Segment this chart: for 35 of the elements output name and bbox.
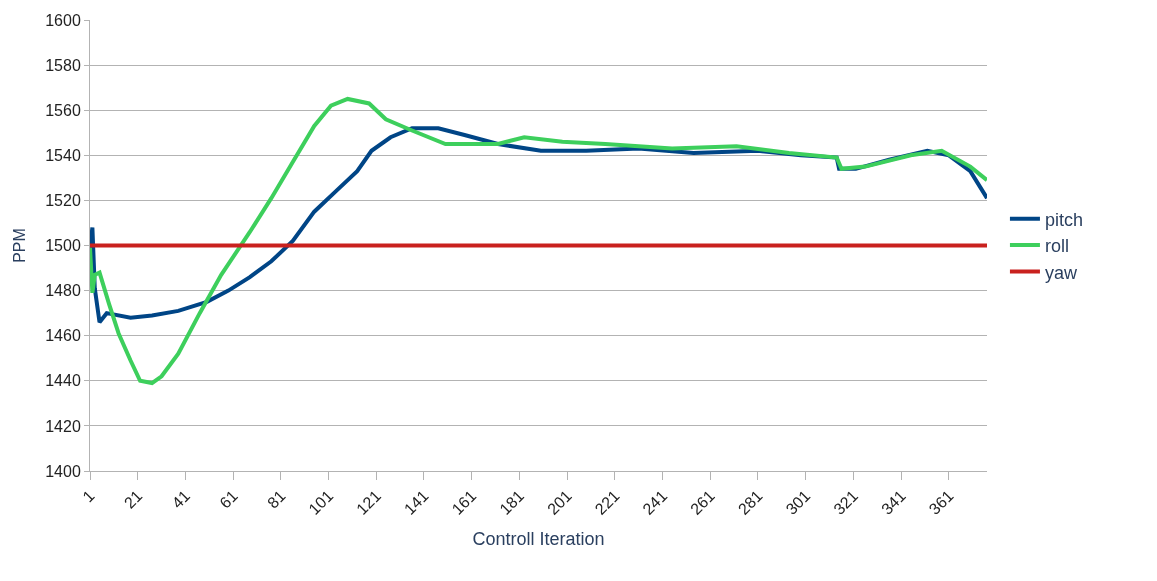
x-tick-label: 61: [216, 486, 241, 512]
x-tick-label: 361: [925, 486, 957, 518]
x-tick-label: 221: [591, 486, 623, 518]
y-tick-label: 1440: [45, 372, 81, 390]
y-tick-label: 1560: [45, 101, 81, 119]
y-tick-label: 1500: [45, 237, 81, 255]
x-tick-label: 121: [353, 486, 385, 518]
x-tick-label: 301: [782, 486, 814, 518]
x-tick-label: 1: [79, 486, 98, 506]
x-axis-title: Controll Iteration: [472, 528, 605, 549]
y-tick-label: 1460: [45, 327, 81, 345]
y-tick-label: 1480: [45, 282, 81, 300]
x-tick-label: 241: [639, 486, 671, 518]
x-tick-label: 201: [544, 486, 575, 518]
y-tick-label: 1540: [45, 146, 81, 164]
x-tick-label: 21: [120, 486, 146, 512]
x-tick-label: 41: [168, 486, 194, 512]
y-axis-title: PPM: [11, 228, 29, 263]
x-tick-label: 181: [496, 486, 528, 518]
x-tick-label: 281: [734, 486, 766, 518]
x-tick-label: 341: [878, 486, 909, 518]
legend-label: pitch: [1044, 209, 1083, 230]
x-tick-label: 161: [448, 486, 480, 518]
y-tick-label: 1520: [45, 192, 81, 209]
x-tick-label: 101: [305, 486, 337, 518]
legend-label: yaw: [1044, 262, 1078, 283]
y-tick-label: 1420: [45, 417, 81, 435]
x-tick-label: 81: [264, 486, 289, 512]
y-tick-label: 1580: [45, 56, 81, 74]
y-tick-label: 1400: [45, 462, 81, 480]
x-tick-label: 321: [830, 486, 862, 518]
legend-label: roll: [1044, 236, 1069, 257]
x-tick-label: 141: [400, 486, 432, 518]
y-tick-label: 1600: [45, 11, 81, 29]
x-tick-label: 261: [687, 486, 719, 518]
